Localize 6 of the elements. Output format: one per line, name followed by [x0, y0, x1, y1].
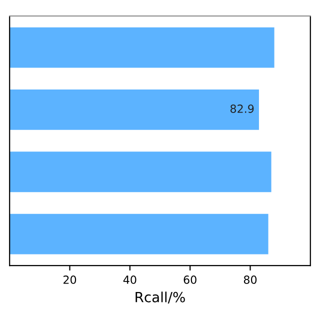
x-tick-label: 20 [64, 276, 76, 284]
x-tick-label: 60 [184, 276, 196, 284]
x-tick-label: 40 [123, 276, 136, 284]
data-label: 82.9 [230, 104, 254, 113]
x-tick-label: 80 [244, 276, 257, 284]
x-axis-title: Rcall/% [136, 292, 185, 304]
